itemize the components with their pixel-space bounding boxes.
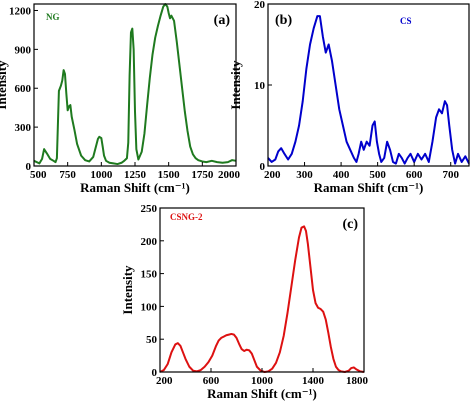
- y-tick-label: 20: [254, 0, 266, 11]
- x-tick-label: 1250: [124, 169, 147, 181]
- y-axis-label: Intensity: [0, 60, 9, 110]
- x-tick-label: 300: [296, 169, 313, 181]
- y-tick-label: 900: [15, 44, 32, 56]
- x-tick-label: 750: [59, 169, 76, 181]
- y-tick-label: 300: [15, 122, 32, 134]
- spectrum-line: [159, 225, 365, 373]
- y-tick-label: 600: [15, 83, 32, 95]
- y-tick-label: 150: [141, 269, 158, 281]
- panel-label: (b): [275, 13, 292, 28]
- y-tick-label: 10: [254, 80, 266, 92]
- y-tick-label: 1200: [9, 5, 32, 17]
- x-axis-label: Raman Shift (cm⁻¹): [207, 386, 317, 401]
- y-axis-label: Intensity: [120, 265, 135, 315]
- x-tick-label: 400: [333, 169, 350, 181]
- y-tick-label: 0: [26, 161, 32, 173]
- y-tick-label: 250: [141, 203, 158, 215]
- x-tick-label: 2000: [218, 169, 241, 181]
- spectrum-line: [33, 3, 237, 166]
- plot-frame: [159, 207, 365, 373]
- x-tick-label: 1750: [191, 169, 214, 181]
- x-tick-label: 1400: [302, 375, 325, 387]
- spectrum-line: [267, 15, 470, 165]
- sample-label: NG: [46, 12, 60, 22]
- chart-panel-2: 200 300 400 500 600 700 0 10 20 Raman Shift (cm⁻¹…: [228, 0, 470, 195]
- x-tick-label: 600: [406, 169, 423, 181]
- x-axis-label: Raman Shift (cm⁻¹): [80, 180, 190, 195]
- panel-label: (a): [214, 13, 231, 28]
- x-tick-label: 1000: [90, 169, 113, 181]
- y-tick-label: 100: [141, 301, 158, 313]
- panel-label: (c): [342, 217, 358, 232]
- x-tick-label: 200: [264, 169, 281, 181]
- y-tick-label: 50: [146, 334, 158, 346]
- x-tick-label: 500: [30, 169, 47, 181]
- x-tick-label: 500: [369, 169, 386, 181]
- y-tick-label: 0: [152, 367, 158, 379]
- y-tick-label: 200: [141, 236, 158, 248]
- x-tick-label: 1000: [251, 375, 274, 387]
- x-tick-label: 1800: [346, 375, 369, 387]
- x-tick-label: 600: [203, 375, 220, 387]
- sample-label: CSNG-2: [170, 212, 203, 222]
- y-axis-label: Intensity: [228, 60, 243, 110]
- sample-label: CS: [400, 16, 412, 26]
- plot-frame: [267, 3, 470, 167]
- x-tick-label: 700: [442, 169, 459, 181]
- chart-panel-1: 500 750 1000 1250 1500 1750 2000 0 300 600 900 1200…: [0, 3, 241, 195]
- x-tick-label: 1500: [158, 169, 181, 181]
- x-tick-label: 200: [156, 375, 173, 387]
- y-tick-label: 0: [260, 161, 266, 173]
- x-axis-label: Raman Shift (cm⁻¹): [314, 180, 424, 195]
- chart-panel-3: 200 600 1000 1400 1800 0 50 100 150 200 250 Raman S…: [120, 203, 369, 401]
